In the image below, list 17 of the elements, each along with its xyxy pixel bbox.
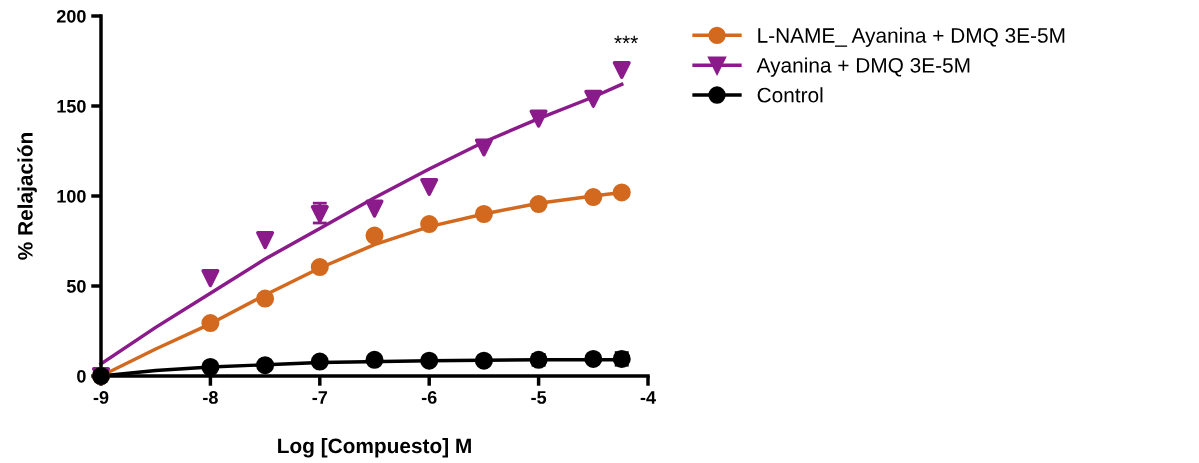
x-tick-label: -4 xyxy=(640,391,656,404)
y-tick-label: 150 xyxy=(57,99,86,113)
x-tick-label: -7 xyxy=(312,391,328,404)
annotation: *** xyxy=(614,35,638,44)
x-tick-label: -6 xyxy=(421,391,437,404)
legend-label: L-NAME_ Ayanina + DMQ 3E-5M xyxy=(758,27,1065,47)
y-tick-label: 100 xyxy=(57,189,86,203)
y-tick-label: 200 xyxy=(56,9,86,23)
x-tick-label: -9 xyxy=(93,391,109,404)
y-tick-label: 0 xyxy=(77,369,86,383)
legend-label: Ayanina + DMQ 3E-5M xyxy=(756,57,970,77)
legend-label: Control xyxy=(757,87,823,103)
x-tick-label: -5 xyxy=(531,391,547,404)
x-axis-title: Log [Compuesto] M xyxy=(278,437,471,458)
y-tick-label: 50 xyxy=(66,279,86,293)
x-tick-label: -8 xyxy=(203,391,218,404)
y-axis-title: % Relajación xyxy=(17,133,37,260)
